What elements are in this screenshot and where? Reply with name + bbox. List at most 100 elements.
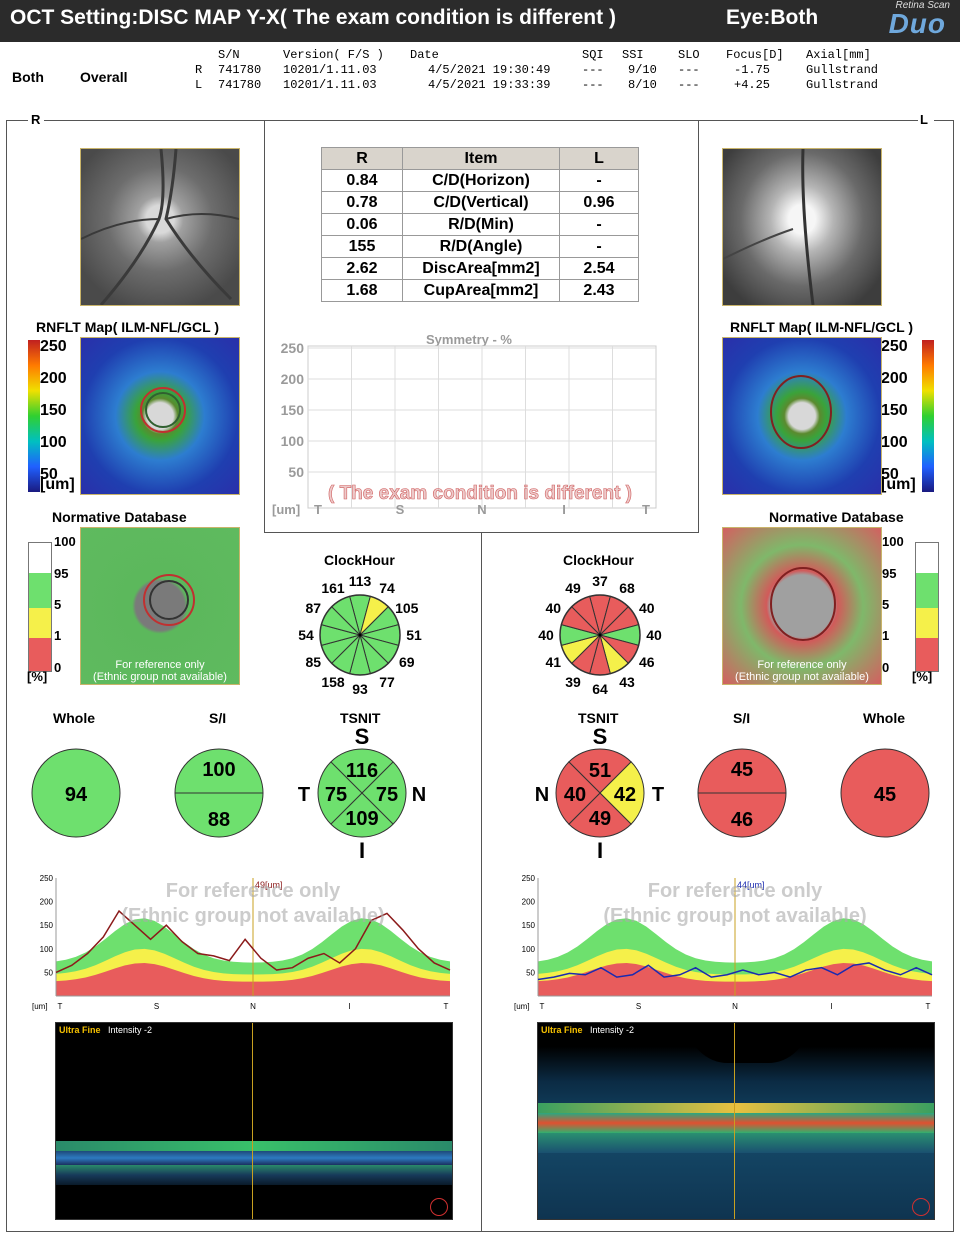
value-l: - [559, 235, 639, 258]
whole-label-left: Whole [863, 710, 905, 726]
rnflt-scale-left [922, 340, 934, 492]
symmetry-y-tick: 150 [281, 402, 305, 418]
item-name: C/D(Vertical) [402, 191, 560, 214]
table-row: 155 R/D(Angle) - [321, 235, 639, 258]
col-item: Item [402, 147, 560, 170]
info-slo-R: --- [678, 63, 700, 77]
clock-value: 54 [298, 627, 314, 643]
whole-label-right: Whole [53, 710, 95, 726]
s-value-right: 100 [202, 759, 235, 781]
dir-i-right: I [359, 838, 365, 863]
clock-value: 43 [619, 674, 635, 690]
whole-value-left: 45 [874, 784, 896, 806]
tsnit-sector [568, 792, 632, 838]
dir-s-right: S [355, 724, 370, 749]
measurement-table: R Item L 0.84 C/D(Horizon) -0.78 C/D(Vertic… [321, 147, 639, 302]
scale-tick: 200 [881, 370, 908, 387]
oct-bscan-right: Ultra Fine Intensity -2 [55, 1022, 453, 1220]
info-eye-R: R [195, 63, 203, 77]
profile-watermark-1: For reference only [166, 880, 341, 902]
norm-tick: 0 [54, 660, 62, 675]
clock-value: 93 [352, 681, 368, 697]
scale-tick: 150 [881, 402, 908, 419]
rnflt-title-left: RNFLT Map( ILM-NFL/GCL ) [730, 319, 913, 335]
dir-n-left: N [535, 784, 549, 806]
profile-marker: 44[um] [737, 880, 765, 890]
norm-unit: [%] [912, 669, 933, 684]
profile-y-tick: 100 [522, 945, 536, 954]
clock-value: 161 [321, 580, 345, 596]
profile-x-tick: T [444, 1002, 449, 1011]
symmetry-title: Symmetry - % [426, 332, 512, 347]
tsnit-label-right: TSNIT [340, 710, 381, 726]
i-value-right: 88 [208, 809, 230, 831]
symmetry-y-tick: 200 [281, 371, 305, 387]
left-eye-marker: L [920, 112, 928, 127]
tsnit-t-right: 75 [325, 784, 347, 806]
clock-value: 158 [321, 674, 345, 690]
normative-map-right: For reference only (Ethnic group not ava… [80, 527, 240, 685]
s-value-left: 45 [731, 759, 753, 781]
clock-value: 37 [592, 573, 608, 589]
normative-map-left: For reference only (Ethnic group not ava… [722, 527, 882, 685]
norm-tick: 0 [882, 660, 890, 675]
fundus-image-left [722, 148, 882, 306]
scale-unit: [um] [40, 476, 75, 493]
item-name: C/D(Horizon) [402, 169, 560, 192]
value-l: 0.96 [559, 191, 639, 214]
clock-value: 87 [305, 600, 321, 616]
tsnit-s-right: 116 [346, 760, 378, 782]
value-l: - [559, 169, 639, 192]
norm-tick: 1 [882, 628, 890, 643]
clock-value: 74 [379, 580, 395, 596]
scale-tick: 250 [40, 338, 67, 355]
tsnit-sector [568, 748, 632, 794]
norm-tick: 95 [54, 566, 69, 581]
report-title: OCT Setting:DISC MAP Y-X( The exam condi… [10, 6, 616, 29]
profile-x-tick: T [58, 1002, 63, 1011]
info-version-R: 10201/1.11.03 [283, 63, 377, 77]
tsnit-label-left: TSNIT [578, 710, 619, 726]
value-l: - [559, 213, 639, 236]
info-eye-L: L [195, 78, 203, 92]
col-sn: S/N [218, 48, 240, 62]
normative-title-left: Normative Database [769, 509, 904, 525]
retina-scan-logo: Retina Scan Duo [888, 0, 950, 39]
i-value-left: 46 [731, 809, 753, 831]
info-focus-L: +4.25 [734, 78, 771, 92]
scale-tick: 100 [40, 434, 67, 451]
value-r: 0.78 [321, 191, 403, 214]
symmetry-x-tick: I [562, 502, 566, 517]
profile-x-tick: I [830, 1002, 832, 1011]
profile-y-tick: 150 [522, 921, 536, 930]
table-row: 2.62 DiscArea[mm2] 2.54 [321, 257, 639, 280]
clock-value: 77 [379, 674, 395, 690]
profile-watermark-2: (Ethnic group not available) [603, 905, 866, 927]
profile-y-tick: 250 [40, 874, 54, 883]
info-scope: Overall [80, 69, 128, 85]
col-r: R [321, 147, 403, 170]
clock-value: 46 [639, 654, 655, 670]
clock-value: 113 [349, 573, 372, 589]
info-version-L: 10201/1.11.03 [283, 78, 377, 92]
profile-x-tick: I [348, 1002, 350, 1011]
norm-scale-right [28, 542, 52, 672]
profile-line [55, 909, 451, 974]
value-l: 2.54 [559, 257, 639, 280]
info-eye: Both [12, 69, 44, 85]
info-date-L: 4/5/2021 19:33:39 [428, 78, 551, 92]
whole-value-right: 94 [65, 784, 88, 806]
clock-value: 40 [646, 627, 662, 643]
item-name: R/D(Min) [402, 213, 560, 236]
dir-i-left: I [597, 838, 603, 863]
norm-tick: 100 [882, 534, 904, 549]
tsnit-sector [599, 761, 645, 825]
profile-x-tick: S [636, 1002, 641, 1011]
info-sn-R: 741780 [218, 63, 262, 77]
norm-tick: 100 [54, 534, 76, 549]
value-l: 2.43 [559, 279, 639, 302]
dir-s-left: S [593, 724, 608, 749]
tsnit-t-left: 42 [614, 784, 636, 806]
table-row: 1.68 CupArea[mm2] 2.43 [321, 279, 639, 302]
